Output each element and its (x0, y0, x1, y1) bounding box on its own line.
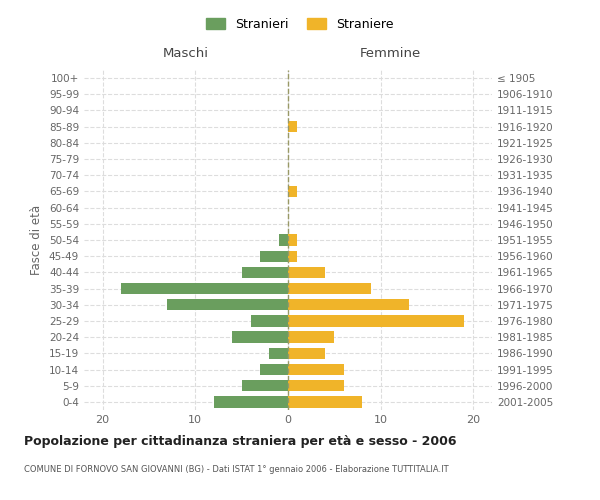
Text: Maschi: Maschi (163, 48, 209, 60)
Text: Femmine: Femmine (359, 48, 421, 60)
Y-axis label: Fasce di età: Fasce di età (31, 205, 43, 275)
Bar (242, 380, 288, 392)
Bar (288, 299, 409, 310)
Bar (167, 299, 288, 310)
Bar (232, 332, 288, 343)
Bar (288, 121, 297, 132)
Bar (242, 266, 288, 278)
Bar (288, 234, 297, 246)
Bar (288, 348, 325, 359)
Bar (288, 396, 362, 407)
Bar (214, 396, 288, 407)
Bar (288, 186, 297, 197)
Bar (251, 316, 288, 326)
Legend: Stranieri, Straniere: Stranieri, Straniere (200, 11, 400, 37)
Bar (288, 380, 344, 392)
Text: COMUNE DI FORNOVO SAN GIOVANNI (BG) - Dati ISTAT 1° gennaio 2006 - Elaborazione : COMUNE DI FORNOVO SAN GIOVANNI (BG) - Da… (24, 465, 449, 474)
Bar (121, 283, 288, 294)
Bar (260, 250, 288, 262)
Bar (260, 364, 288, 375)
Text: Popolazione per cittadinanza straniera per età e sesso - 2006: Popolazione per cittadinanza straniera p… (24, 435, 457, 448)
Bar (288, 364, 344, 375)
Bar (288, 283, 371, 294)
Bar (288, 266, 325, 278)
Bar (288, 316, 464, 326)
Bar (279, 234, 288, 246)
Bar (288, 332, 334, 343)
Bar (269, 348, 288, 359)
Bar (288, 250, 297, 262)
